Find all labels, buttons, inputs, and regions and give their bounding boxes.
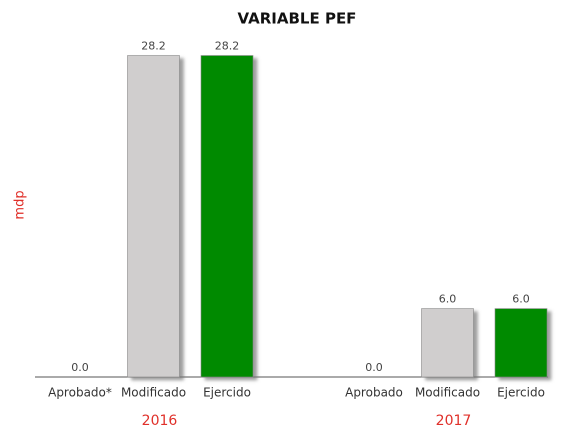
value-label: 6.0: [512, 293, 530, 306]
chart-title: VARIABLE PEF: [238, 10, 357, 28]
bar: [494, 308, 548, 378]
bar: [421, 308, 474, 378]
value-label: 28.2: [215, 40, 240, 53]
value-label: 0.0: [365, 361, 383, 374]
y-axis-label: mdp: [13, 190, 28, 219]
bar: [127, 55, 180, 378]
x-tick-label: Modificado: [415, 386, 480, 400]
group-label: 2017: [436, 413, 472, 428]
value-label: 28.2: [141, 40, 166, 53]
group-label: 2016: [142, 413, 178, 428]
x-tick-label: Aprobado: [345, 386, 403, 400]
x-tick-label: Ejercido: [497, 386, 545, 400]
value-label: 0.0: [71, 361, 89, 374]
x-tick-label: Modificado: [121, 386, 186, 400]
x-tick-label: Aprobado*: [48, 386, 112, 400]
value-label: 6.0: [439, 293, 457, 306]
x-tick-label: Ejercido: [203, 386, 251, 400]
bar: [200, 55, 254, 378]
